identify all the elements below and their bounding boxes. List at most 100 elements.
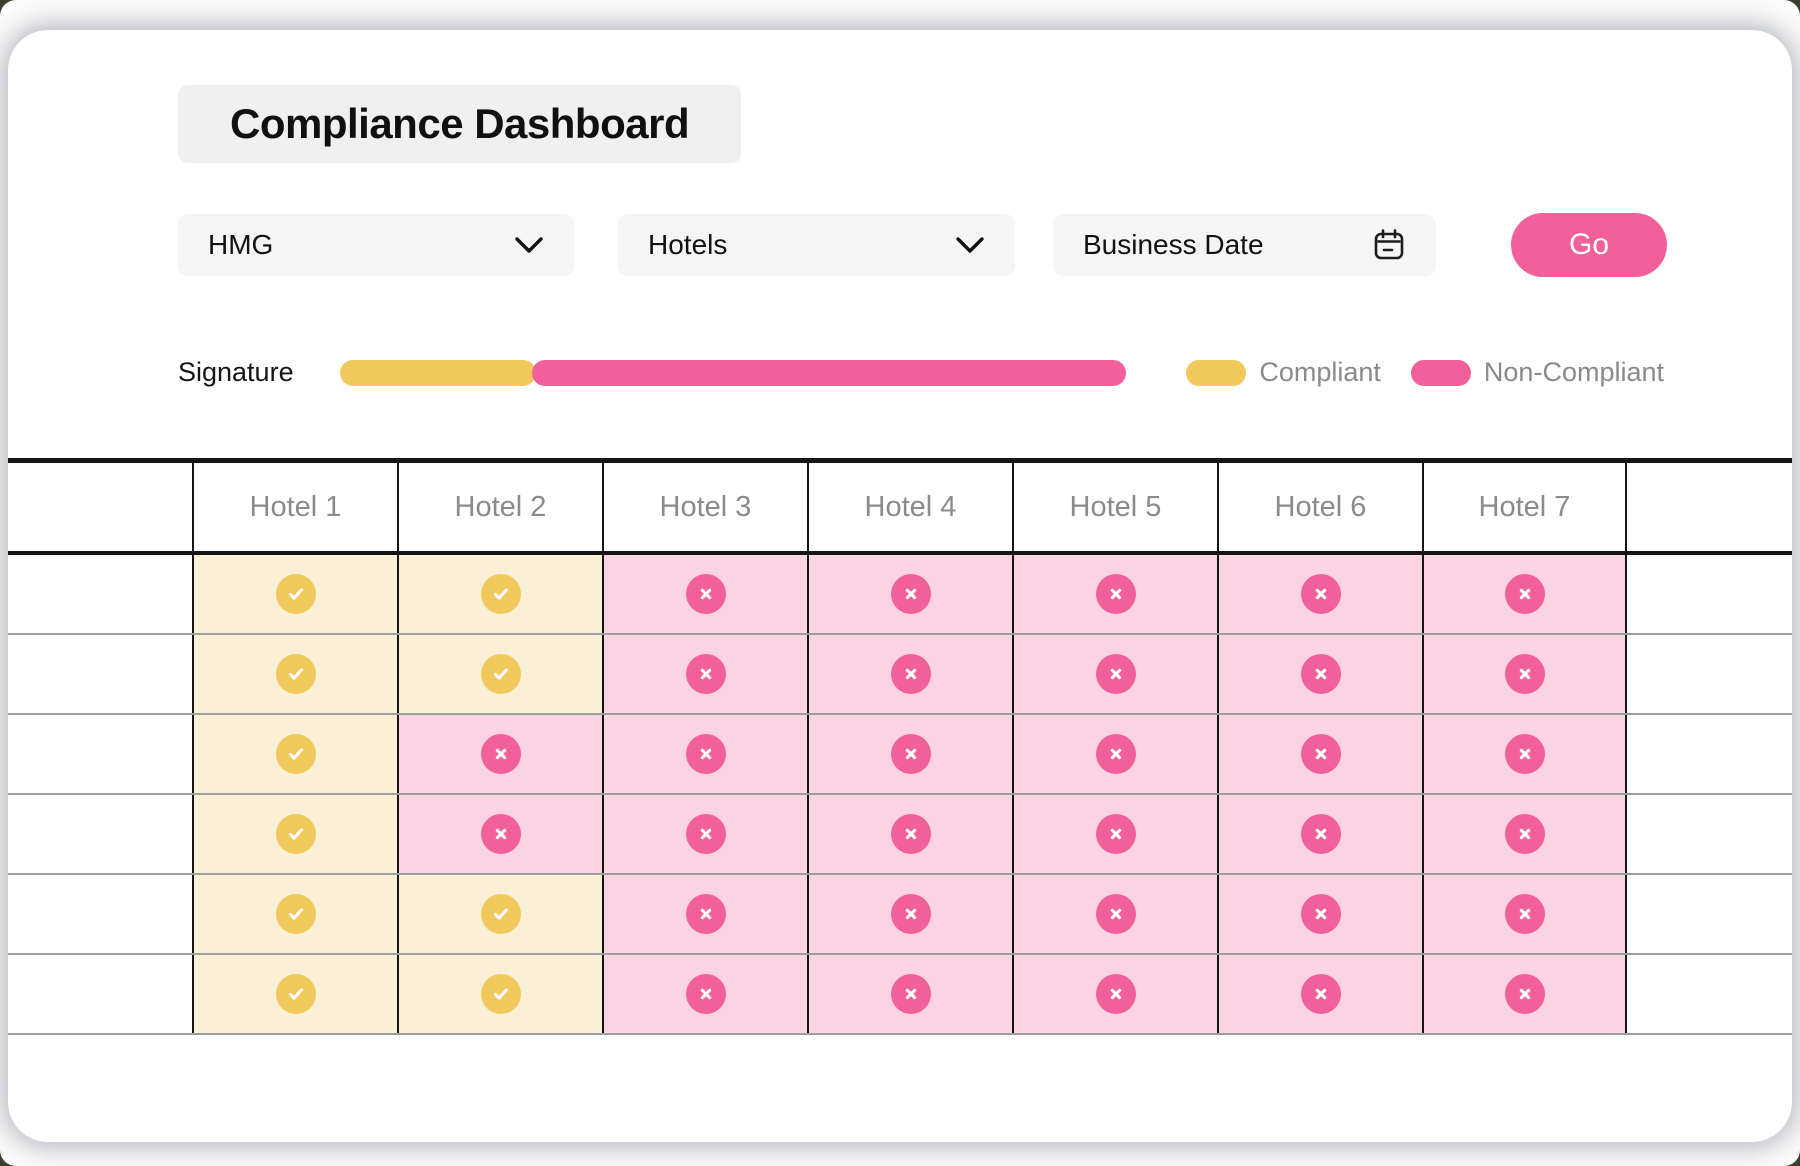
table-body — [8, 555, 1792, 1035]
x-icon — [1095, 574, 1136, 614]
status-cell-r5-hotel6 — [1217, 875, 1422, 953]
check-icon — [275, 974, 316, 1014]
status-cell-r1-hotel1 — [192, 555, 397, 633]
check-icon — [480, 654, 521, 694]
check-icon — [275, 654, 316, 694]
category-select-value: Hotels — [648, 229, 728, 260]
x-icon — [1504, 734, 1545, 774]
x-icon — [1504, 574, 1545, 614]
x-icon — [890, 894, 931, 934]
x-icon — [890, 574, 931, 614]
table-row — [8, 955, 1792, 1035]
x-icon — [1504, 814, 1545, 854]
status-cell-r5-hotel3 — [602, 875, 807, 953]
business-date-placeholder: Business Date — [1083, 229, 1264, 260]
status-cell-r5-hotel2 — [397, 875, 602, 953]
calendar-icon[interactable] — [1372, 228, 1406, 262]
status-cell-r6-hotel6 — [1217, 955, 1422, 1033]
x-icon — [685, 574, 726, 614]
go-button[interactable]: Go — [1511, 213, 1667, 277]
row-header-cell — [8, 635, 192, 713]
column-header-hotel-3: Hotel 3 — [602, 463, 807, 551]
status-cell-r5-hotel7 — [1422, 875, 1627, 953]
row-header-cell — [8, 795, 192, 873]
x-icon — [1300, 654, 1341, 694]
row-header-cell — [8, 875, 192, 953]
status-cell-r1-hotel4 — [807, 555, 1012, 633]
signature-bar — [339, 359, 1126, 386]
status-cell-r3-hotel5 — [1012, 715, 1217, 793]
check-icon — [275, 574, 316, 614]
status-cell-r1-hotel6 — [1217, 555, 1422, 633]
status-cell-r1-hotel3 — [602, 555, 807, 633]
status-cell-r4-hotel3 — [602, 795, 807, 873]
status-cell-r6-hotel7 — [1422, 955, 1627, 1033]
column-header-hotel-7: Hotel 7 — [1422, 463, 1627, 551]
table-row-filler — [1627, 555, 1792, 633]
table-row-filler — [1627, 635, 1792, 713]
status-cell-r5-hotel5 — [1012, 875, 1217, 953]
status-cell-r3-hotel6 — [1217, 715, 1422, 793]
x-icon — [480, 814, 521, 854]
table-header-filler — [1627, 463, 1792, 551]
x-icon — [890, 734, 931, 774]
business-date-field[interactable]: Business Date — [1053, 214, 1436, 276]
status-cell-r5-hotel4 — [807, 875, 1012, 953]
category-select[interactable]: Hotels — [618, 214, 1015, 276]
status-cell-r2-hotel3 — [602, 635, 807, 713]
check-icon — [480, 974, 521, 1014]
column-header-hotel-2: Hotel 2 — [397, 463, 602, 551]
x-icon — [890, 654, 931, 694]
status-cell-r4-hotel6 — [1217, 795, 1422, 873]
status-cell-r1-hotel7 — [1422, 555, 1627, 633]
x-icon — [1095, 654, 1136, 694]
x-icon — [1095, 734, 1136, 774]
column-header-hotel-5: Hotel 5 — [1012, 463, 1217, 551]
x-icon — [685, 654, 726, 694]
status-cell-r4-hotel7 — [1422, 795, 1627, 873]
filter-bar: HMG Hotels Business Date — [178, 213, 1792, 277]
x-icon — [1300, 574, 1341, 614]
x-icon — [890, 814, 931, 854]
status-cell-r4-hotel5 — [1012, 795, 1217, 873]
group-select[interactable]: HMG — [178, 214, 574, 276]
table-row — [8, 715, 1792, 795]
table-row-filler — [1627, 795, 1792, 873]
status-cell-r3-hotel1 — [192, 715, 397, 793]
page-title-box: Compliance Dashboard — [178, 85, 742, 163]
x-icon — [1300, 734, 1341, 774]
signature-bar-compliant-segment — [339, 359, 537, 386]
check-icon — [480, 574, 521, 614]
status-cell-r6-hotel1 — [192, 955, 397, 1033]
compliance-table: Hotel 1 Hotel 2 Hotel 3 Hotel 4 Hotel 5 Hotel… — [8, 458, 1792, 1035]
column-header-hotel-4: Hotel 4 — [807, 463, 1012, 551]
status-cell-r6-hotel5 — [1012, 955, 1217, 1033]
check-icon — [275, 814, 316, 854]
x-icon — [1504, 654, 1545, 694]
x-icon — [685, 814, 726, 854]
x-icon — [1300, 974, 1341, 1014]
legend-compliant-label: Compliant — [1259, 357, 1381, 387]
status-cell-r1-hotel2 — [397, 555, 602, 633]
status-cell-r2-hotel6 — [1217, 635, 1422, 713]
chevron-down-icon — [515, 237, 543, 253]
status-cell-r2-hotel7 — [1422, 635, 1627, 713]
x-icon — [480, 734, 521, 774]
status-cell-r3-hotel4 — [807, 715, 1012, 793]
check-icon — [480, 894, 521, 934]
status-cell-r6-hotel3 — [602, 955, 807, 1033]
status-cell-r3-hotel7 — [1422, 715, 1627, 793]
legend: Compliant Non-Compliant — [1186, 357, 1664, 388]
signature-label: Signature — [178, 357, 294, 387]
column-header-hotel-6: Hotel 6 — [1217, 463, 1422, 551]
table-row — [8, 555, 1792, 635]
table-header-row: Hotel 1 Hotel 2 Hotel 3 Hotel 4 Hotel 5 Hotel… — [8, 458, 1792, 555]
status-cell-r2-hotel2 — [397, 635, 602, 713]
status-cell-r4-hotel2 — [397, 795, 602, 873]
status-cell-r6-hotel4 — [807, 955, 1012, 1033]
x-icon — [890, 974, 931, 1014]
row-header-cell — [8, 555, 192, 633]
row-header-cell — [8, 955, 192, 1033]
legend-compliant-swatch — [1186, 359, 1247, 386]
